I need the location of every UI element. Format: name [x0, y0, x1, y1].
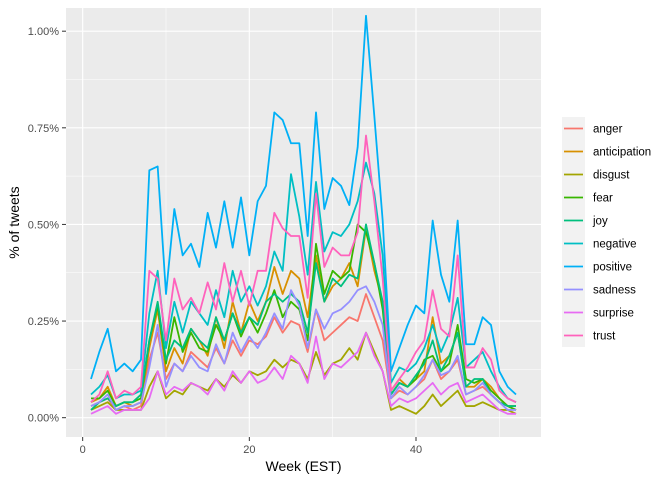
series-line-positive — [90, 14, 517, 396]
y-tick-label: 0.00% — [28, 413, 59, 425]
y-tick-label: 1.00% — [28, 26, 59, 38]
legend-label-fear: fear — [593, 193, 613, 205]
legend-label-surprise: surprise — [593, 308, 634, 320]
y-axis-title: % of tweets — [6, 186, 22, 258]
series-line-surprise — [90, 331, 516, 415]
legend-label-joy: joy — [592, 216, 608, 228]
x-tick-label: 20 — [243, 444, 255, 456]
series-line-joy — [90, 223, 516, 411]
legend-label-anger: anger — [593, 124, 623, 136]
x-tick-label: 0 — [80, 444, 86, 456]
x-axis-title: Week (EST) — [266, 458, 342, 474]
legend: anger anticipation disgust fear joy negative p… — [562, 117, 651, 347]
series-line-sadness — [90, 285, 516, 411]
y-tick-label: 0.25% — [28, 316, 59, 328]
legend-label-trust: trust — [593, 331, 616, 343]
series-layer — [90, 14, 517, 415]
series-line-trust — [90, 134, 517, 404]
x-tick-label: 40 — [410, 444, 422, 456]
legend-label-anticipation: anticipation — [593, 147, 651, 159]
legend-label-positive: positive — [593, 262, 632, 274]
y-tick-label: 0.75% — [28, 123, 59, 135]
legend-label-disgust: disgust — [593, 170, 630, 182]
y-axis: 0.00% 0.25% 0.50% 0.75% 1.00% — [28, 26, 66, 425]
legend-label-sadness: sadness — [593, 285, 636, 297]
y-tick-label: 0.50% — [28, 219, 59, 231]
x-axis: 0 20 40 — [80, 437, 422, 456]
legend-label-negative: negative — [593, 239, 636, 251]
